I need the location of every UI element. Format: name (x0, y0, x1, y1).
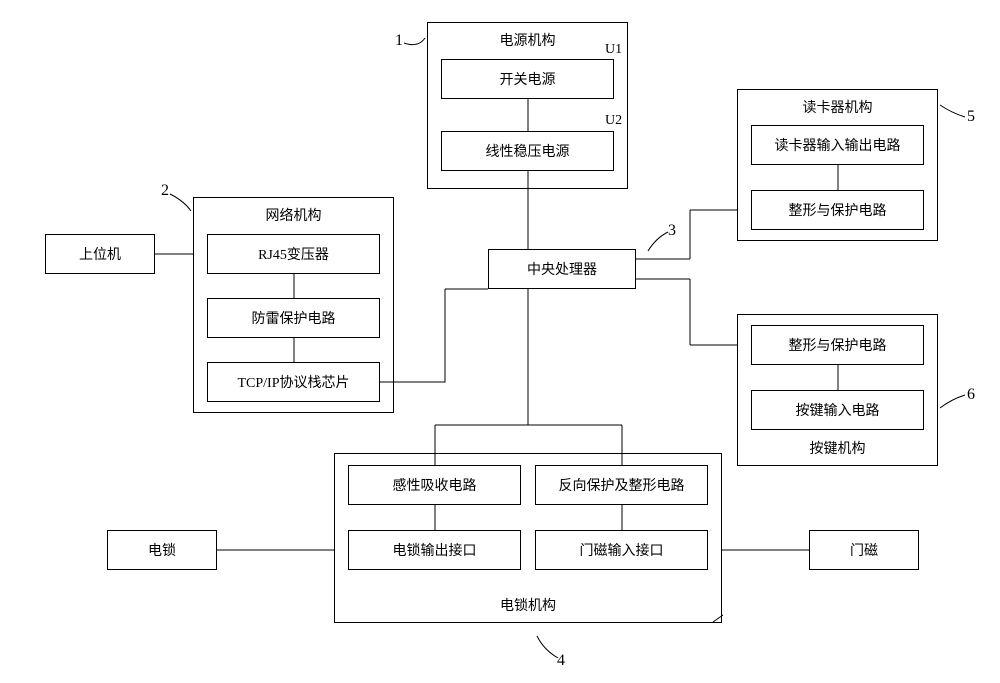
label-6: 6 (967, 386, 975, 404)
label-5: 5 (967, 108, 975, 126)
box-cpu: 中央处理器 (488, 249, 636, 289)
label-u1: U1 (605, 42, 622, 58)
group-reader-title: 读卡器机构 (738, 97, 937, 117)
box-elock: 电锁 (107, 530, 217, 570)
box-host: 上位机 (45, 234, 155, 274)
label-1: 1 (395, 32, 403, 50)
group-key-title: 按键机构 (738, 438, 937, 458)
box-reader-io: 读卡器输入输出电路 (751, 125, 924, 165)
label-4: 4 (557, 652, 565, 670)
label-3: 3 (668, 222, 676, 240)
box-doormag: 门磁 (809, 530, 919, 570)
box-key-shape: 整形与保护电路 (751, 325, 924, 365)
box-ind-absorb: 感性吸收电路 (348, 465, 521, 505)
box-key-in: 按键输入电路 (751, 390, 924, 430)
box-switch-power: 开关电源 (441, 59, 614, 99)
label-2: 2 (161, 182, 169, 200)
box-mag-in: 门磁输入接口 (535, 530, 708, 570)
group-power-title: 电源机构 (428, 30, 627, 50)
box-rev-protect: 反向保护及整形电路 (535, 465, 708, 505)
box-lightning: 防雷保护电路 (207, 298, 380, 338)
box-reader-shape: 整形与保护电路 (751, 190, 924, 230)
box-tcpip: TCP/IP协议栈芯片 (207, 362, 380, 402)
group-network-title: 网络机构 (194, 205, 393, 225)
group-lock-title: 电锁机构 (335, 595, 721, 615)
box-rj45: RJ45变压器 (207, 234, 380, 274)
box-lock-out: 电锁输出接口 (348, 530, 521, 570)
box-linear-power: 线性稳压电源 (441, 131, 614, 171)
label-u2: U2 (605, 113, 622, 129)
